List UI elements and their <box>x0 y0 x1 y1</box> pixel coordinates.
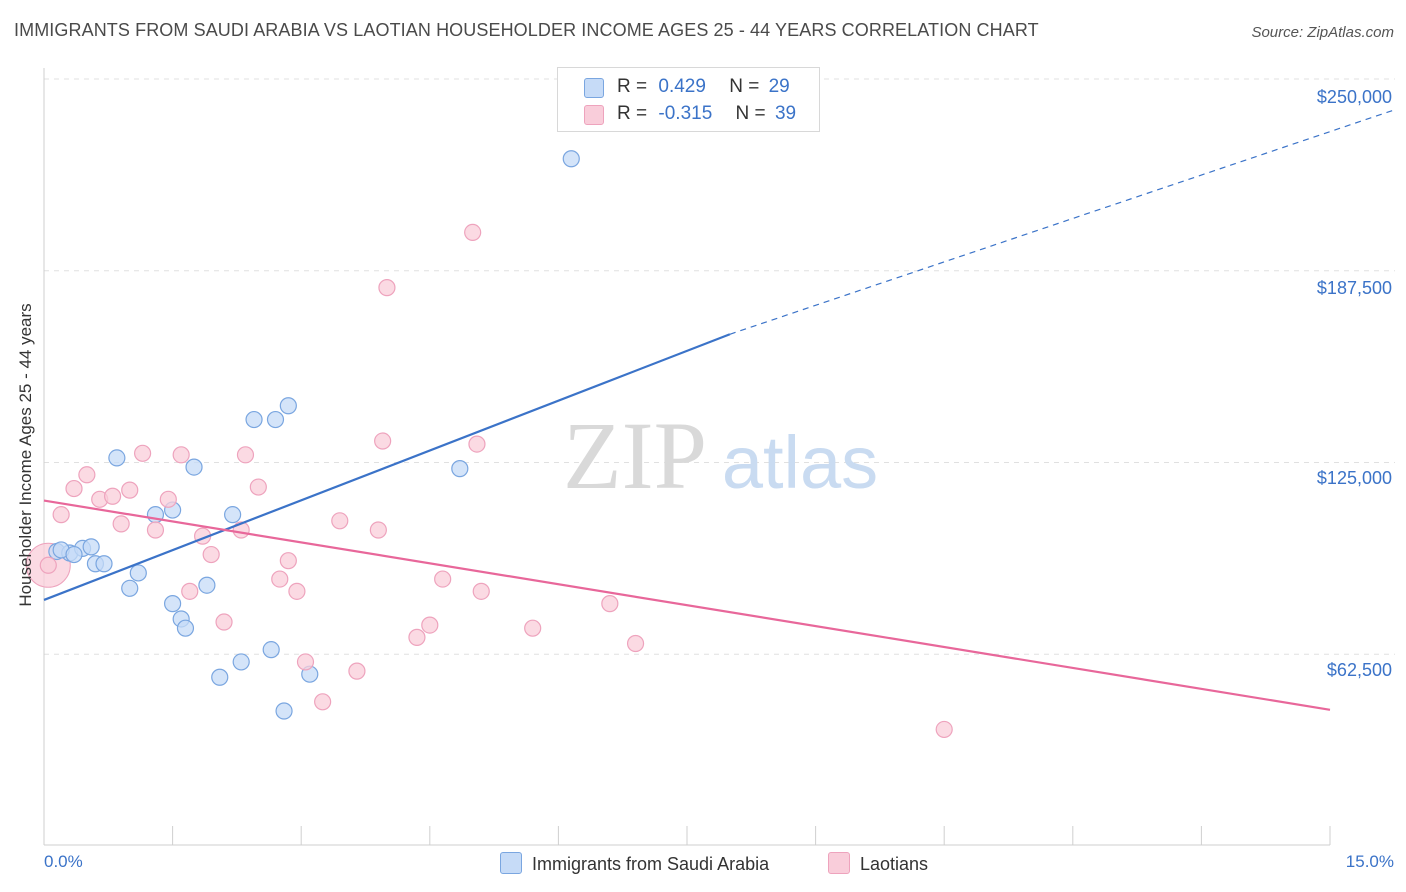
trend-lines <box>43 109 1396 711</box>
point-saudi <box>262 641 280 659</box>
point-saudi <box>224 506 242 524</box>
legend-r-label-saudi: R = <box>617 76 648 97</box>
point-laotian <box>468 435 486 453</box>
point-saudi <box>266 410 285 429</box>
point-saudi <box>65 545 83 564</box>
legend-r-value-laotians: -0.315 <box>658 103 713 124</box>
point-laotian <box>202 545 220 564</box>
trendline-saudi <box>43 333 731 601</box>
point-saudi <box>82 538 100 556</box>
bottom-legend-label-laotians: Laotians <box>860 854 929 874</box>
bottom-legend-laotians: Laotians <box>828 852 928 875</box>
point-laotian <box>434 570 452 588</box>
watermark-atlas: atlas <box>722 421 878 504</box>
point-saudi <box>232 653 250 671</box>
point-laotian <box>314 693 332 711</box>
point-laotian <box>65 479 83 498</box>
trendline-laotians <box>43 499 1331 711</box>
bottom-legend-label-saudi: Immigrants from Saudi Arabia <box>532 854 770 874</box>
watermark-zip: ZIP <box>563 402 707 509</box>
point-laotian <box>172 446 190 464</box>
point-laotian <box>78 466 96 484</box>
point-saudi <box>129 564 147 582</box>
legend-n-value-saudi: 29 <box>768 76 790 97</box>
point-laotian <box>159 490 177 508</box>
point-laotian <box>296 653 315 671</box>
grid-lines <box>44 78 1395 655</box>
point-laotian <box>524 619 542 637</box>
point-saudi <box>164 595 182 613</box>
point-laotian <box>369 521 387 539</box>
legend-swatch-laotians <box>584 105 604 125</box>
y-axis-label: Householder Income Ages 25 - 44 years <box>16 303 35 607</box>
y-tick-187500: $187,500 <box>1316 278 1392 298</box>
point-laotian <box>103 487 122 505</box>
point-laotian <box>133 444 152 462</box>
point-laotian <box>112 515 130 533</box>
point-saudi <box>176 619 195 637</box>
source-note: Source: ZipAtlas.com <box>1251 24 1394 41</box>
x-tick-max: 15.0% <box>1345 852 1394 871</box>
point-saudi <box>121 579 139 597</box>
data-points <box>25 150 953 739</box>
legend-n-label-saudi: N = <box>729 76 760 97</box>
point-laotian <box>408 628 426 646</box>
point-saudi <box>185 458 203 476</box>
point-saudi <box>211 668 229 686</box>
point-laotian <box>378 279 396 297</box>
point-laotian <box>421 616 439 634</box>
point-saudi <box>275 702 293 720</box>
point-laotian <box>331 512 349 530</box>
legend-r-label-laotians: R = <box>617 103 648 124</box>
watermark: ZIP atlas <box>563 402 878 509</box>
stats-legend: R = 0.429 N = 29 R = -0.315 N = 39 <box>557 67 820 132</box>
legend-r-value-saudi: 0.429 <box>658 76 706 97</box>
bottom-legend-saudi: Immigrants from Saudi Arabia <box>500 852 769 875</box>
point-laotian <box>348 662 366 680</box>
point-laotian <box>279 552 297 570</box>
point-saudi <box>279 397 297 415</box>
point-laotian <box>374 432 392 450</box>
legend-n-value-laotians: 39 <box>774 103 797 124</box>
trendline-saudi-extension <box>729 109 1396 335</box>
point-saudi <box>198 576 216 594</box>
y-tick-62500: $62,500 <box>1326 660 1392 680</box>
point-laotian <box>181 582 199 600</box>
point-laotian <box>472 582 490 600</box>
axes <box>43 68 1331 846</box>
y-tick-125000: $125,000 <box>1316 468 1392 488</box>
legend-swatch-saudi <box>584 78 604 98</box>
legend-n-label-laotians: N = <box>735 103 766 124</box>
bottom-legend-swatch-laotians <box>828 852 850 874</box>
point-laotian <box>601 595 619 613</box>
point-laotian <box>236 446 255 464</box>
point-saudi <box>108 449 126 467</box>
point-laotian <box>52 506 70 524</box>
point-laotian <box>146 521 165 539</box>
point-laotian <box>39 556 57 574</box>
point-laotian <box>288 582 306 600</box>
y-tick-250000: $250,000 <box>1316 87 1392 107</box>
point-saudi <box>562 150 580 168</box>
x-tick-min: 0.0% <box>44 852 83 871</box>
point-saudi <box>95 555 113 573</box>
point-laotian <box>121 481 139 499</box>
point-laotian <box>464 223 482 241</box>
point-laotian <box>271 570 289 588</box>
point-laotian <box>215 613 233 631</box>
bottom-legend-swatch-saudi <box>500 852 522 874</box>
point-saudi <box>451 460 469 478</box>
point-saudi <box>245 410 263 429</box>
chart-title: IMMIGRANTS FROM SAUDI ARABIA VS LAOTIAN … <box>14 20 1039 40</box>
point-laotian <box>935 720 953 739</box>
point-laotian <box>249 478 267 496</box>
point-laotian <box>626 634 645 653</box>
